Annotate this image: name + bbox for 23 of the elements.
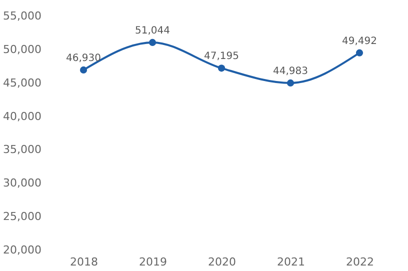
y-tick-label: 30,000	[3, 176, 42, 190]
y-tick-label: 45,000	[3, 76, 42, 90]
point	[148, 38, 156, 46]
data-label: 51,044	[135, 25, 170, 36]
point	[80, 66, 88, 74]
y-tick-label: 25,000	[3, 210, 42, 224]
y-tick-label: 35,000	[3, 143, 42, 156]
x-tick-label: 2018	[70, 256, 98, 268]
point	[286, 79, 294, 86]
data-label: 46,930	[66, 52, 101, 64]
y-tick-label: 50,000	[3, 42, 42, 56]
y-tick-label: 40,000	[3, 110, 42, 123]
point	[356, 49, 364, 56]
data-label: 44,983	[273, 66, 308, 77]
data-label: 47,195	[204, 51, 239, 62]
x-tick-label: 2020	[208, 256, 236, 268]
x-tick-label: 2022	[346, 256, 374, 268]
y-tick-label: 20,000	[3, 244, 42, 256]
y-tick-label: 55,000	[3, 10, 42, 22]
data-label: 49,492	[342, 36, 377, 47]
point	[218, 64, 226, 72]
x-tick-label: 2021	[277, 256, 305, 268]
x-tick-label: 2019	[139, 256, 167, 268]
